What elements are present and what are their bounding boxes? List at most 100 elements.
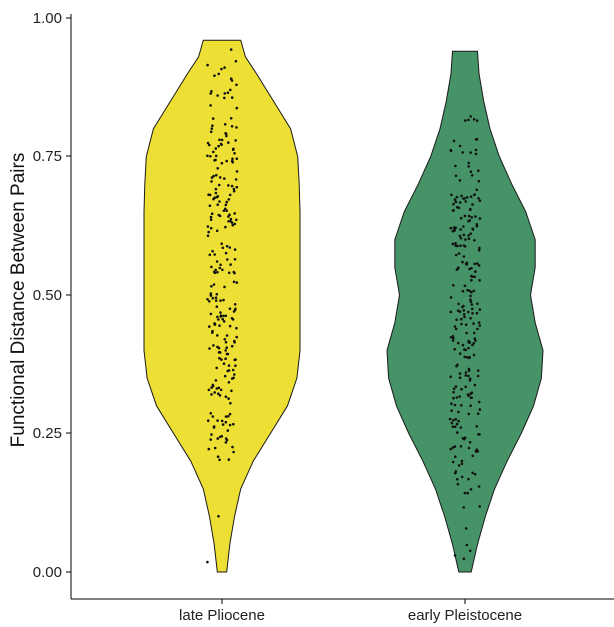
data-point <box>475 223 479 226</box>
data-point <box>209 312 213 316</box>
data-point <box>225 346 228 350</box>
data-point <box>469 294 472 298</box>
data-point <box>464 200 468 203</box>
data-point <box>212 150 215 154</box>
data-point <box>225 134 228 138</box>
data-point <box>219 263 222 267</box>
data-point <box>215 195 219 199</box>
data-point <box>233 303 237 306</box>
data-point <box>227 271 231 275</box>
data-point <box>227 141 230 144</box>
data-point <box>223 177 226 180</box>
data-point <box>457 266 460 270</box>
data-point <box>451 229 455 233</box>
data-point <box>233 152 236 155</box>
data-point <box>454 200 458 204</box>
data-point <box>469 170 473 173</box>
data-point <box>232 280 236 284</box>
data-point <box>206 141 210 145</box>
data-point <box>220 143 223 147</box>
data-point <box>227 364 231 367</box>
data-point <box>209 215 213 219</box>
data-point <box>469 207 472 211</box>
data-point <box>221 246 225 250</box>
violin-early-pleistocene <box>386 50 544 573</box>
data-point <box>230 377 234 380</box>
data-point <box>210 90 213 93</box>
data-point <box>211 415 215 418</box>
data-point <box>471 312 474 315</box>
data-point <box>467 374 470 378</box>
data-point <box>220 358 223 361</box>
data-point <box>471 471 475 475</box>
data-point <box>224 314 228 318</box>
data-point <box>209 130 213 134</box>
data-point <box>227 381 231 384</box>
data-point <box>452 209 455 212</box>
data-point <box>456 244 459 248</box>
data-point <box>468 377 472 381</box>
data-point <box>467 367 471 371</box>
data-point <box>229 48 233 51</box>
data-point <box>473 239 476 242</box>
data-point <box>218 214 222 218</box>
data-point <box>214 379 218 382</box>
data-point <box>454 253 458 257</box>
data-point <box>222 320 226 323</box>
data-point <box>473 193 476 197</box>
data-point <box>208 143 211 147</box>
data-point <box>470 216 474 219</box>
data-point <box>218 435 222 439</box>
y-axis-title: Functional Distance Between Pairs <box>8 153 29 448</box>
data-point <box>235 126 238 129</box>
data-point <box>449 447 453 451</box>
data-point <box>464 371 468 374</box>
data-point <box>472 289 476 293</box>
data-point <box>234 139 237 142</box>
data-point <box>454 417 458 421</box>
data-point <box>463 315 466 319</box>
data-point <box>216 437 219 440</box>
data-point <box>228 324 232 328</box>
data-point <box>215 292 219 296</box>
data-point <box>449 226 453 230</box>
data-point <box>210 127 214 130</box>
data-point <box>459 244 462 247</box>
data-point <box>475 425 479 428</box>
data-point <box>211 117 215 120</box>
data-point <box>463 197 466 200</box>
data-point <box>228 412 232 416</box>
data-point <box>211 331 214 334</box>
data-point <box>474 148 478 152</box>
data-point <box>210 393 213 396</box>
data-point <box>474 449 478 453</box>
data-point <box>462 309 466 312</box>
data-point <box>463 355 467 359</box>
data-point <box>233 222 237 226</box>
data-point <box>450 409 453 412</box>
data-point <box>458 201 462 204</box>
data-point <box>219 388 223 392</box>
data-point <box>211 383 215 387</box>
data-point <box>453 425 457 429</box>
data-point <box>216 203 219 206</box>
data-point <box>221 423 225 426</box>
y-axis-ticks: 0.00 0.25 0.50 0.75 1.00 <box>33 10 71 581</box>
data-point <box>230 79 234 82</box>
data-point <box>218 351 222 354</box>
data-point <box>224 225 227 229</box>
data-point <box>472 331 476 335</box>
data-point <box>232 450 235 454</box>
data-point <box>227 397 230 400</box>
data-point <box>459 445 463 448</box>
data-point <box>214 299 218 302</box>
data-point <box>206 298 209 301</box>
data-point <box>228 423 232 427</box>
data-point <box>469 404 472 408</box>
data-point <box>451 425 455 429</box>
data-point <box>473 337 477 340</box>
data-point <box>470 303 474 306</box>
data-point <box>470 391 474 395</box>
data-point <box>214 268 217 272</box>
data-point <box>217 144 220 148</box>
